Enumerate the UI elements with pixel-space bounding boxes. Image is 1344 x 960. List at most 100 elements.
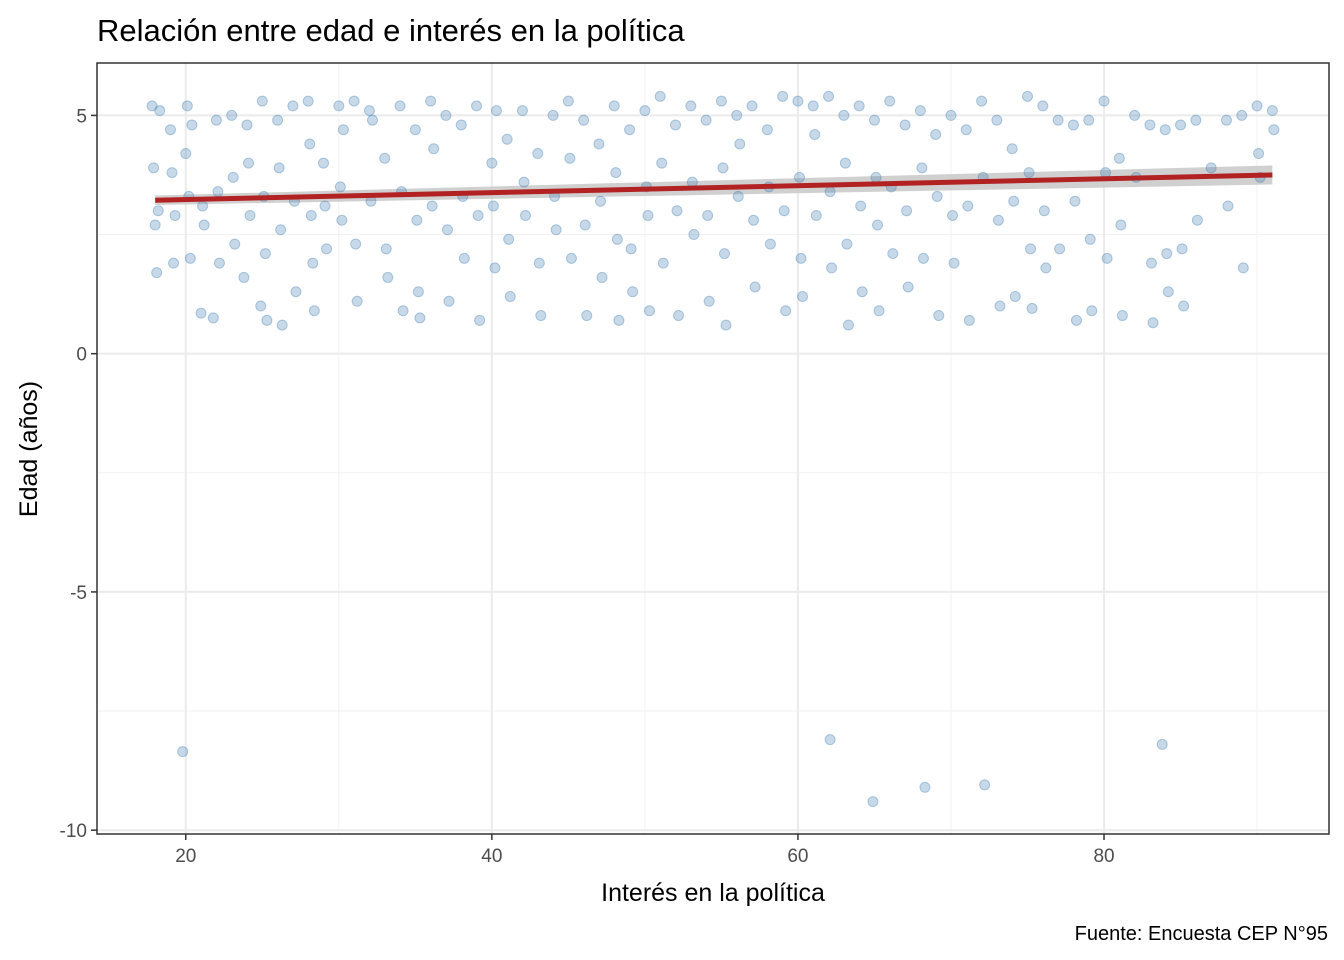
data-point <box>1098 95 1110 107</box>
data-point <box>207 312 219 324</box>
data-point <box>670 119 682 131</box>
data-point <box>593 138 605 150</box>
data-point <box>991 114 1003 126</box>
data-point <box>243 157 255 169</box>
data-point <box>305 209 317 221</box>
data-point <box>307 257 319 269</box>
data-point <box>565 252 577 264</box>
data-point <box>441 224 453 236</box>
data-point <box>414 312 426 324</box>
data-point <box>149 219 161 231</box>
data-point <box>764 238 776 250</box>
x-axis-label: Interés en la política <box>601 879 825 907</box>
data-point <box>227 171 239 183</box>
data-point <box>1175 119 1187 131</box>
data-point <box>613 314 625 326</box>
data-point <box>901 205 913 217</box>
data-point <box>810 209 822 221</box>
data-point <box>884 95 896 107</box>
data-point <box>516 105 528 117</box>
data-point <box>1253 148 1265 160</box>
data-point <box>1268 124 1280 136</box>
data-point <box>994 300 1006 312</box>
data-point <box>1237 262 1249 274</box>
data-point <box>256 95 268 107</box>
data-point <box>532 148 544 160</box>
data-point <box>842 319 854 331</box>
x-tick-label: 20 <box>175 846 196 867</box>
data-point <box>627 286 639 298</box>
x-tick-label: 40 <box>481 846 502 867</box>
grid <box>97 63 1329 834</box>
data-point <box>168 257 180 269</box>
data-point <box>823 90 835 102</box>
data-point <box>610 167 622 179</box>
data-point <box>853 100 865 112</box>
data-point <box>824 734 836 746</box>
data-point <box>1070 314 1082 326</box>
data-point <box>963 314 975 326</box>
data-point <box>718 248 730 260</box>
data-point <box>184 252 196 264</box>
points <box>146 90 1280 808</box>
data-point <box>1236 109 1248 121</box>
data-point <box>1101 252 1113 264</box>
data-point <box>350 238 362 250</box>
data-point <box>304 138 316 150</box>
data-point <box>562 95 574 107</box>
data-point <box>394 100 406 112</box>
data-point <box>1009 290 1021 302</box>
data-point <box>657 257 669 269</box>
data-point <box>685 100 697 112</box>
data-point <box>868 114 880 126</box>
data-point <box>777 90 789 102</box>
panel-border <box>96 62 1330 835</box>
data-point <box>914 105 926 117</box>
data-point <box>151 267 163 279</box>
data-point <box>596 271 608 283</box>
data-point <box>1162 286 1174 298</box>
data-point <box>1026 302 1038 314</box>
data-point <box>1067 119 1079 131</box>
data-point <box>732 190 744 202</box>
data-point <box>1222 200 1234 212</box>
data-point <box>748 214 760 226</box>
data-point <box>440 109 452 121</box>
data-point <box>321 243 333 255</box>
data-point <box>793 171 805 183</box>
data-point <box>581 310 593 322</box>
data-point <box>734 138 746 150</box>
data-point <box>1159 124 1171 136</box>
data-point <box>166 167 178 179</box>
data-point <box>611 233 623 245</box>
x-tick-label: 80 <box>1093 846 1114 867</box>
data-point <box>1191 214 1203 226</box>
data-point <box>238 271 250 283</box>
data-point <box>255 300 267 312</box>
data-point <box>472 209 484 221</box>
data-point <box>643 305 655 317</box>
data-point <box>715 95 727 107</box>
data-point <box>241 119 253 131</box>
data-point <box>625 243 637 255</box>
data-point <box>244 209 256 221</box>
caption: Fuente: Encuesta CEP N°95 <box>1075 923 1328 945</box>
data-point <box>1147 317 1159 329</box>
data-point <box>411 214 423 226</box>
data-point <box>1022 90 1034 102</box>
data-point <box>487 200 499 212</box>
y-tick-label: -10 <box>60 821 87 842</box>
data-point <box>148 162 160 174</box>
data-point <box>579 219 591 231</box>
data-point <box>1083 114 1095 126</box>
data-point <box>703 295 715 307</box>
data-point <box>887 248 899 260</box>
data-point <box>425 95 437 107</box>
data-point <box>639 105 651 117</box>
data-point <box>731 109 743 121</box>
data-point <box>1144 119 1156 131</box>
data-point <box>1205 162 1217 174</box>
data-point <box>1008 195 1020 207</box>
data-point <box>351 295 363 307</box>
data-point <box>933 310 945 322</box>
